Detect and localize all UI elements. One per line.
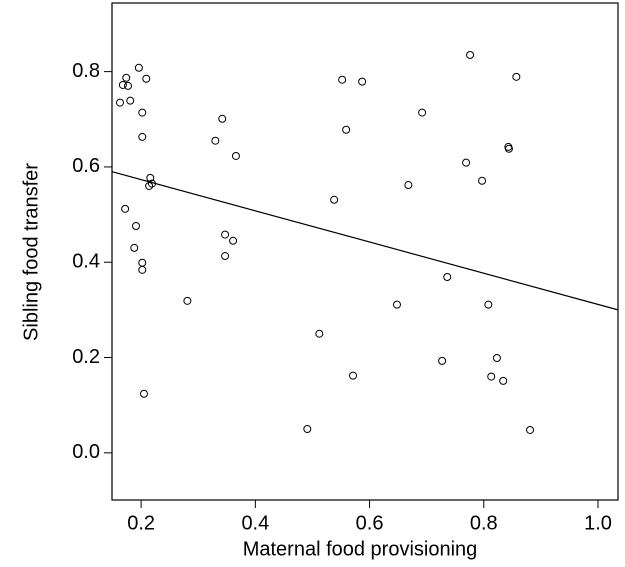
y-tick-label: 0.8 (72, 60, 100, 82)
point (404, 181, 413, 190)
x-tick-label: 0.6 (356, 512, 384, 534)
y-tick-label: 0.4 (72, 251, 100, 273)
point (492, 354, 501, 362)
point (138, 265, 147, 274)
point (115, 98, 124, 107)
point (211, 136, 220, 145)
point (138, 108, 147, 117)
point (358, 77, 367, 86)
plot-frame (111, 2, 619, 501)
point (126, 96, 135, 105)
point (487, 372, 496, 381)
point (138, 132, 147, 141)
y-tick-label: 0.2 (72, 346, 100, 368)
point (142, 74, 151, 83)
point (330, 195, 339, 204)
point (231, 151, 240, 160)
point (138, 258, 147, 267)
point (342, 125, 351, 134)
point (139, 389, 148, 398)
point (526, 425, 535, 434)
point (349, 371, 358, 380)
point (146, 173, 155, 182)
y-axis-label: Sibling food transfer (20, 163, 42, 341)
point (229, 236, 238, 245)
point (303, 425, 312, 433)
x-tick-label: 0.2 (127, 512, 155, 534)
point (462, 158, 471, 167)
x-axis-label: Maternal food provisioning (243, 538, 478, 560)
point (392, 300, 401, 309)
point (121, 204, 130, 213)
point (512, 72, 521, 81)
point (218, 114, 227, 123)
point (131, 222, 140, 231)
point (443, 272, 452, 281)
point (123, 81, 132, 90)
point (118, 80, 127, 89)
x-tick-label: 1.0 (584, 512, 612, 534)
point (130, 243, 139, 252)
point (499, 376, 508, 385)
point (504, 144, 513, 153)
point (134, 63, 143, 72)
point (418, 108, 427, 117)
y-tick-label: 0.6 (72, 155, 100, 177)
trend-line (111, 171, 619, 311)
point (221, 230, 230, 239)
x-tick-label: 0.8 (470, 512, 498, 534)
point (478, 176, 487, 185)
point (183, 296, 192, 305)
point (221, 252, 230, 261)
point (122, 73, 131, 82)
point (466, 50, 475, 59)
y-tick-label: 0.0 (72, 441, 100, 463)
point (338, 75, 347, 84)
point (145, 181, 154, 190)
x-tick-label: 0.4 (241, 512, 269, 534)
point (315, 329, 324, 338)
point (484, 300, 493, 309)
point (438, 356, 447, 365)
point (147, 179, 156, 188)
